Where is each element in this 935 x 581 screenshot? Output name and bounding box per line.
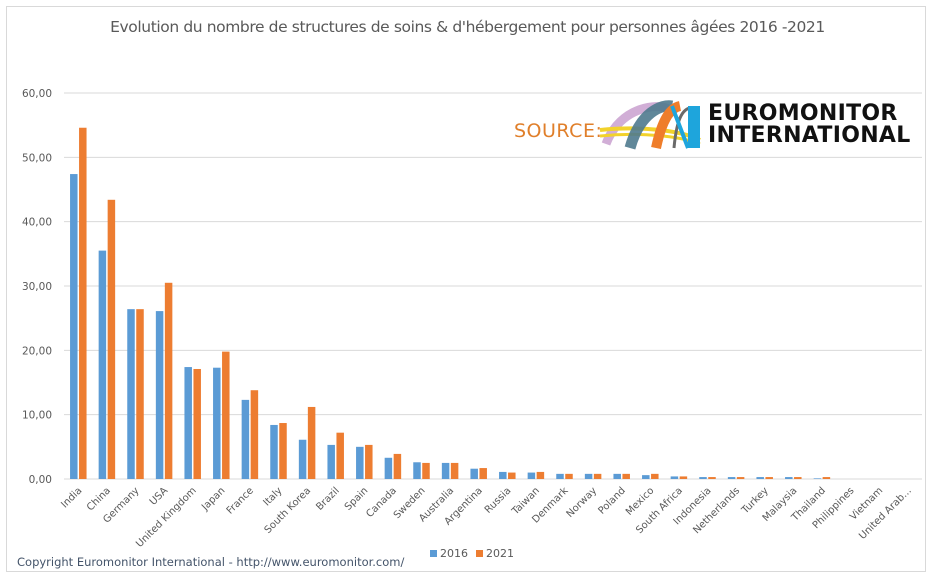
legend-swatch-2021 [476, 550, 483, 557]
bar-2016-sweden [413, 462, 421, 479]
bar-2021-mexico [651, 473, 659, 479]
x-tick-label: Brazil [314, 485, 342, 513]
bar-2021-argentina [479, 468, 487, 479]
bar-2021-poland [622, 473, 630, 479]
bar-2016-taiwan [527, 472, 536, 479]
chart-title: Evolution du nombre de structures de soi… [110, 18, 825, 36]
logo-text: EUROMONITOR INTERNATIONAL [708, 103, 911, 147]
bar-2021-china [107, 199, 116, 479]
bar-2021-south-korea [307, 406, 316, 479]
bar-2021-united-kingdom [193, 368, 201, 479]
bar-2021-south-africa [679, 476, 688, 479]
x-tick-label: Japan [199, 485, 227, 513]
bar-2021-denmark [565, 473, 573, 479]
bar-2021-russia [508, 472, 516, 479]
x-tick-label: Italy [261, 485, 284, 508]
y-tick-label: 60,00 [22, 88, 52, 100]
bar-2016-indonesia [699, 477, 707, 479]
bar-2021-germany [136, 309, 144, 479]
x-tick-label: Norway [565, 485, 600, 520]
logo-arcs-icon [600, 100, 701, 150]
copyright-text: Copyright Euromonitor International - ht… [17, 555, 405, 569]
bar-2021-spain [365, 444, 373, 479]
bar-2016-india [70, 174, 78, 479]
y-tick-label: 20,00 [22, 345, 52, 357]
bar-2016-germany [127, 309, 135, 479]
bar-2021-brazil [336, 432, 344, 479]
y-axis: 0,00 10,00 20,00 30,00 40,00 50,00 60,00 [22, 88, 52, 486]
bar-2016-united-kingdom [184, 367, 192, 479]
bar-2016-poland [613, 473, 621, 479]
bar-2016-canada [384, 457, 393, 479]
bar-2021-thailand [822, 477, 831, 479]
x-tick-label: Russia [483, 485, 514, 516]
bar-2021-netherlands [736, 477, 745, 479]
logo-line-2: INTERNATIONAL [708, 123, 911, 148]
x-tick-label: USA [148, 485, 171, 508]
bar-2016-norway [584, 473, 593, 479]
bar-2016-france [241, 399, 250, 479]
bar-2021-india [79, 127, 87, 480]
bar-2016-russia [499, 471, 507, 479]
bars [70, 127, 831, 480]
legend: 2016 2021 [430, 547, 514, 560]
bar-2021-turkey [765, 477, 773, 479]
bar-2021-japan [222, 351, 230, 479]
bar-2021-malaysia [794, 477, 802, 479]
legend-swatch-2016 [430, 550, 437, 557]
legend-label-2016: 2016 [440, 547, 468, 560]
bar-2021-usa [164, 282, 173, 479]
bar-2016-brazil [327, 444, 335, 479]
bar-2021-taiwan [536, 471, 545, 479]
bar-2016-spain [356, 446, 364, 479]
y-tick-label: 50,00 [22, 152, 52, 164]
bar-2016-netherlands [727, 477, 736, 479]
y-tick-label: 10,00 [22, 410, 52, 422]
legend-item-2016[interactable]: 2016 [430, 547, 468, 560]
legend-item-2021[interactable]: 2021 [476, 547, 514, 560]
bar-2016-argentina [470, 468, 478, 479]
bar-2016-australia [441, 462, 450, 479]
logo-line-1: EUROMONITOR [708, 101, 898, 126]
source-label: SOURCE: [514, 120, 603, 142]
bar-2016-south-korea [298, 439, 307, 479]
bar-2016-turkey [756, 477, 764, 479]
y-tick-label: 30,00 [22, 281, 52, 293]
y-tick-label: 40,00 [22, 217, 52, 229]
bar-2016-malaysia [785, 477, 793, 479]
bar-2021-france [250, 390, 259, 479]
bar-2016-italy [270, 424, 278, 479]
euromonitor-logo: EUROMONITOR INTERNATIONAL [600, 100, 910, 156]
bar-2021-canada [393, 453, 402, 479]
x-tick-label: Spain [343, 485, 371, 513]
bar-2016-japan [213, 367, 221, 479]
x-tick-label: Poland [596, 485, 627, 516]
bar-2021-italy [279, 423, 287, 479]
bar-2021-indonesia [708, 477, 716, 479]
x-tick-label: France [225, 485, 256, 516]
bar-2016-thailand [813, 478, 822, 479]
legend-label-2021: 2021 [486, 547, 514, 560]
bar-2016-mexico [642, 475, 650, 479]
bar-2021-norway [593, 473, 602, 479]
bar-2016-south-africa [670, 476, 679, 479]
bar-2021-australia [450, 462, 459, 479]
bar-2016-usa [155, 311, 164, 479]
bar-2016-denmark [556, 473, 564, 479]
bar-2021-sweden [422, 462, 430, 479]
gridlines [64, 92, 922, 480]
bar-2016-china [98, 250, 107, 479]
x-tick-label: United Arab... [857, 485, 914, 542]
y-tick-label: 0,00 [29, 474, 52, 486]
x-tick-label: India [59, 485, 84, 510]
